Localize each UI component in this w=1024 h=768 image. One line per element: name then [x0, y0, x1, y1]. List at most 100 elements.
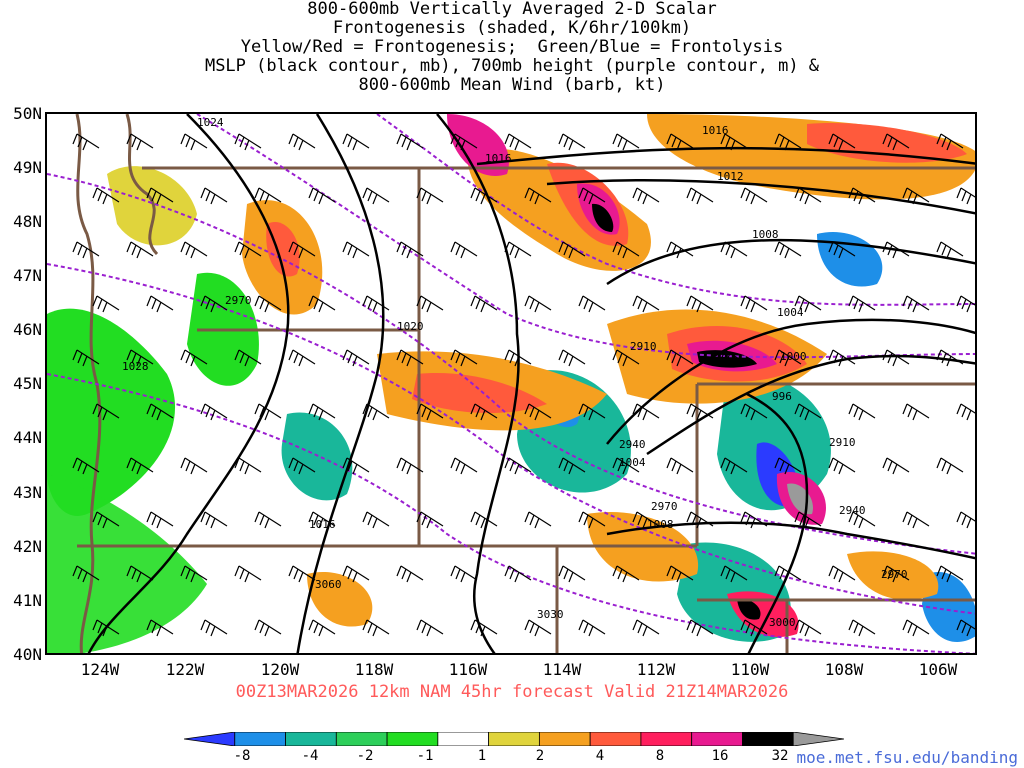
colorbar-swatch — [335, 732, 388, 746]
isobar-label: 1008 — [752, 228, 779, 241]
isobar-label: 1024 — [197, 116, 224, 129]
wind-barb — [416, 619, 444, 637]
wind-barb — [504, 565, 532, 583]
wind-barb — [416, 187, 444, 205]
isobar — [87, 114, 290, 653]
wind-barb — [200, 295, 228, 313]
wind-barb — [774, 241, 802, 259]
title-line: Frontogenesis (shaded, K/6hr/100km) — [332, 18, 692, 38]
wind-barb — [794, 619, 822, 637]
wind-barb — [234, 133, 262, 151]
lat-label: 44N — [13, 428, 42, 447]
wind-barb — [882, 457, 910, 475]
wind-barb — [342, 349, 370, 367]
wind-barb — [902, 403, 930, 421]
isobar — [546, 179, 975, 215]
lon-label: 110W — [730, 660, 770, 679]
colorbar-label: -1 — [416, 748, 434, 764]
credit-link[interactable]: moe.met.fsu.edu/banding — [796, 748, 1018, 767]
wind-barb — [146, 403, 174, 421]
wind-barb — [92, 295, 120, 313]
colorbar-swatch — [538, 732, 591, 746]
height-label: 2970 — [651, 500, 678, 513]
wind-barb — [200, 619, 228, 637]
wind-barb — [234, 349, 262, 367]
wind-barb — [342, 565, 370, 583]
wind-barb — [504, 457, 532, 475]
isobar-label: 1020 — [397, 320, 424, 333]
wind-barb — [936, 565, 964, 583]
wind-barb — [632, 295, 660, 313]
wind-barb — [396, 133, 424, 151]
wind-barb — [666, 133, 694, 151]
isobar-label: 1012 — [717, 170, 744, 183]
wind-barb — [612, 349, 640, 367]
wind-barb — [902, 187, 930, 205]
colorbar-swatch — [691, 732, 743, 746]
wind-barb — [92, 187, 120, 205]
wind-barb — [504, 133, 532, 151]
colorbar-label: 1 — [477, 748, 487, 764]
height-contour — [47, 373, 975, 653]
valid-time: 00Z13MAR2026 12km NAM 45hr forecast Vali… — [235, 682, 789, 702]
lat-label: 49N — [13, 158, 42, 177]
frontogenesis-area — [592, 203, 614, 232]
lat-label: 41N — [13, 591, 42, 610]
frontogenesis-area — [847, 551, 939, 600]
wind-barb — [740, 295, 768, 313]
wind-barb — [740, 619, 768, 637]
wind-barb — [504, 349, 532, 367]
height-label: 2970 — [881, 568, 908, 581]
wind-barb — [794, 295, 822, 313]
wind-barb — [956, 619, 975, 637]
lon-label: 116W — [448, 660, 488, 679]
lon-label: 114W — [542, 660, 582, 679]
wind-barb — [342, 241, 370, 259]
wind-barb — [146, 295, 174, 313]
height-contour — [47, 263, 975, 615]
title-line: Yellow/Red = Frontogenesis; Green/Blue =… — [240, 37, 784, 57]
lon-label: 120W — [260, 660, 300, 679]
wind-barb — [558, 349, 586, 367]
wind-barb — [470, 403, 498, 421]
wind-barb — [416, 403, 444, 421]
wind-barb — [828, 565, 856, 583]
wind-barb — [504, 241, 532, 259]
wind-barb — [200, 187, 228, 205]
wind-barb — [720, 241, 748, 259]
wind-barb — [200, 403, 228, 421]
colorbar-label: 16 — [711, 748, 729, 764]
height-labels: 2970 2910 2940 2910 2940 2970 3060 3030 … — [225, 294, 908, 629]
wind-barb — [632, 187, 660, 205]
height-label: 2940 — [839, 504, 866, 517]
wind-barb — [578, 403, 606, 421]
frontogenesis-area — [807, 123, 967, 163]
wind-barb — [234, 565, 262, 583]
wind-barb — [612, 457, 640, 475]
wind-barb — [146, 619, 174, 637]
wind-barb — [470, 619, 498, 637]
wind-barb — [126, 241, 154, 259]
wind-barb — [288, 565, 316, 583]
wind-barb — [254, 187, 282, 205]
isobar — [296, 114, 385, 653]
colorbar-swatch — [386, 732, 439, 746]
wind-barb — [416, 511, 444, 529]
wind-barb — [288, 133, 316, 151]
isobar — [606, 318, 975, 445]
isobar — [436, 114, 520, 653]
wind-barb — [882, 133, 910, 151]
isobar — [606, 521, 975, 560]
wind-barb — [686, 187, 714, 205]
wind-barb — [524, 619, 552, 637]
wind-barb — [882, 241, 910, 259]
wind-barb — [956, 511, 975, 529]
wind-barb — [666, 565, 694, 583]
wind-barb — [632, 619, 660, 637]
lon-label: 112W — [636, 660, 676, 679]
wind-barb — [524, 403, 552, 421]
wind-barb — [308, 295, 336, 313]
frontogenesis-map: 1024 1016 1016 1012 1008 1004 1000 996 1… — [45, 112, 977, 655]
frontogenesis-area — [447, 114, 509, 176]
wind-barbs — [72, 133, 975, 637]
